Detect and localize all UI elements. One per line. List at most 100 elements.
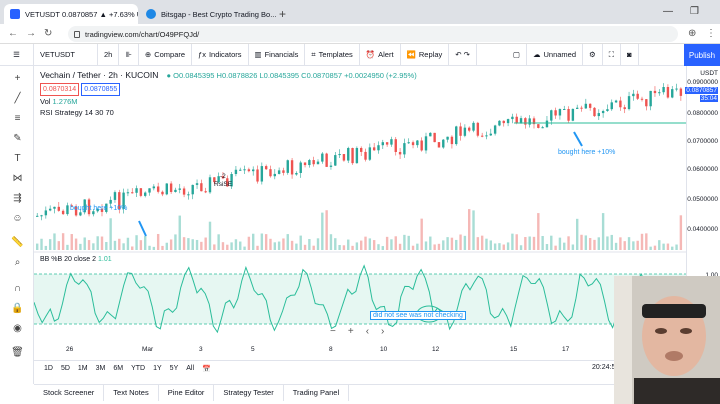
- volume-bar: [450, 237, 454, 250]
- browser-tab-tradingview[interactable]: VETUSDT 0.0870857 ▲ +7.63% U... ×: [4, 4, 138, 24]
- volume-bar: [208, 221, 212, 250]
- publish-button[interactable]: Publish: [684, 44, 720, 66]
- menu-icon[interactable]: ☰: [0, 43, 34, 66]
- volume-bar: [614, 242, 618, 250]
- cloud-icon: ☁: [533, 50, 541, 59]
- minimize-icon[interactable]: —: [663, 6, 673, 17]
- symbol-search[interactable]: VETUSDT: [34, 43, 98, 66]
- ask-price[interactable]: 0.0870855: [81, 83, 121, 96]
- compare-button[interactable]: ⊕ Compare: [139, 43, 193, 66]
- layout-icon: ▢: [512, 50, 520, 59]
- templates-button[interactable]: ⌗ Templates: [305, 43, 360, 66]
- volume-bar: [174, 234, 177, 250]
- lock-drawings-icon[interactable]: 🔒: [11, 303, 24, 314]
- range-1m[interactable]: 1M: [77, 365, 88, 372]
- volume-bar: [403, 234, 406, 250]
- trash-icon[interactable]: 🗑: [11, 347, 24, 358]
- candle: [377, 145, 380, 151]
- range-all[interactable]: All: [186, 365, 195, 372]
- back-arrow-icon[interactable]: ←: [8, 28, 18, 39]
- candle: [433, 132, 436, 143]
- volume-bar: [36, 243, 39, 250]
- range-1y[interactable]: 1Y: [153, 365, 162, 372]
- zoom-icon[interactable]: ⌕: [14, 257, 21, 268]
- extension-icon[interactable]: ⊕: [688, 28, 697, 39]
- emoji-icon[interactable]: ☺: [12, 213, 23, 224]
- scroll-right-icon[interactable]: ›: [381, 326, 385, 337]
- alert-button[interactable]: ⏰ Alert: [360, 43, 401, 66]
- replay-label: Replay: [418, 50, 443, 59]
- goto-date-icon[interactable]: 📅: [202, 365, 211, 373]
- brush-icon[interactable]: ✎: [13, 133, 22, 144]
- ruler-icon[interactable]: 📏: [11, 237, 24, 248]
- bb-label[interactable]: BB %B 20 close 2: [40, 256, 97, 263]
- financials-button[interactable]: ▥ Financials: [249, 43, 306, 66]
- volume-bar: [519, 245, 523, 250]
- range-5y[interactable]: 5Y: [169, 365, 179, 372]
- candle: [243, 169, 246, 171]
- crosshair-icon[interactable]: +: [14, 73, 21, 84]
- settings-icon[interactable]: ⚙: [583, 43, 603, 66]
- trendline-icon[interactable]: ╱: [14, 93, 21, 104]
- url-field[interactable]: tradingview.com/chart/O49PFQJd/: [68, 26, 678, 42]
- eye-icon[interactable]: ◉: [13, 323, 22, 334]
- indicators-button[interactable]: ƒx Indicators: [192, 43, 249, 66]
- volume-bar: [122, 243, 125, 250]
- time-tick: 15: [510, 346, 518, 353]
- bid-price[interactable]: 0.0870314: [40, 83, 80, 96]
- tab-text-notes[interactable]: Text Notes: [104, 384, 159, 401]
- candle: [273, 173, 276, 177]
- tab-stock-screener[interactable]: Stock Screener: [34, 384, 105, 401]
- undo-icon[interactable]: ↶ ↷: [449, 43, 477, 66]
- volume-bar: [532, 236, 536, 250]
- price-axis[interactable]: USDT 0.0900000 0.0870857 35:04 0.0800000…: [685, 66, 720, 362]
- volume-bar: [658, 240, 661, 250]
- magnet-icon[interactable]: ∩: [13, 283, 22, 294]
- layout-name-button[interactable]: ☁ Unnamed: [527, 43, 584, 66]
- note-label[interactable]: did not see was not checking: [370, 311, 466, 320]
- layout-button[interactable]: ▢: [507, 43, 527, 66]
- forward-arrow-icon[interactable]: →: [26, 28, 36, 39]
- range-6m[interactable]: 6M: [113, 365, 124, 372]
- volume-bar: [200, 241, 203, 250]
- volume-bar: [580, 234, 583, 250]
- forecast-icon[interactable]: ⇶: [13, 193, 22, 204]
- financials-icon: ▥: [254, 50, 262, 59]
- camera-icon[interactable]: ◙: [621, 43, 639, 66]
- range-3m[interactable]: 3M: [95, 365, 106, 372]
- bar-style-icon[interactable]: ⊪: [119, 43, 139, 66]
- candle: [213, 177, 216, 183]
- pattern-icon[interactable]: ⋈: [12, 173, 23, 184]
- alert-label: Alert: [378, 50, 394, 59]
- fullscreen-icon[interactable]: ⛶: [603, 43, 622, 66]
- tab-trading-panel[interactable]: Trading Panel: [284, 384, 350, 401]
- range-5d[interactable]: 5D: [60, 365, 70, 372]
- rsi-strategy-label[interactable]: RSI Strategy 14 30 70: [40, 108, 114, 117]
- new-tab-icon[interactable]: +: [279, 7, 287, 21]
- tab-strategy-tester[interactable]: Strategy Tester: [214, 384, 284, 401]
- scroll-left-icon[interactable]: ‹: [365, 326, 370, 337]
- bb-band-fill: [34, 274, 686, 324]
- candle: [239, 169, 242, 171]
- zoom-in-icon[interactable]: +: [347, 326, 354, 337]
- symbol-label: VETUSDT: [40, 50, 76, 59]
- interval-button[interactable]: 2h: [98, 43, 120, 66]
- candle: [44, 210, 48, 216]
- range-ytd[interactable]: YTD: [131, 365, 146, 372]
- range-1d[interactable]: 1D: [44, 365, 53, 372]
- maximize-icon[interactable]: ❐: [690, 6, 699, 17]
- zoom-out-icon[interactable]: −: [330, 326, 336, 337]
- reload-icon[interactable]: ↻: [44, 28, 53, 39]
- volume-bar: [567, 236, 570, 250]
- text-icon[interactable]: T: [14, 153, 21, 164]
- replay-button[interactable]: ⏪ Replay: [401, 43, 450, 66]
- time-axis[interactable]: 26 Mar 3 5 8 10 12 15 17 19: [34, 344, 686, 356]
- candle: [485, 135, 488, 137]
- browser-tab-bitsgap[interactable]: Bitsgap - Best Crypto Trading Bo... ×: [140, 4, 276, 24]
- volume-bar: [420, 218, 423, 250]
- candle: [174, 189, 177, 192]
- tab-pine-editor[interactable]: Pine Editor: [159, 384, 215, 401]
- fib-icon[interactable]: ≡: [14, 113, 21, 124]
- price-chart[interactable]: [34, 66, 686, 362]
- menu-dots-icon[interactable]: ⋮: [706, 28, 716, 39]
